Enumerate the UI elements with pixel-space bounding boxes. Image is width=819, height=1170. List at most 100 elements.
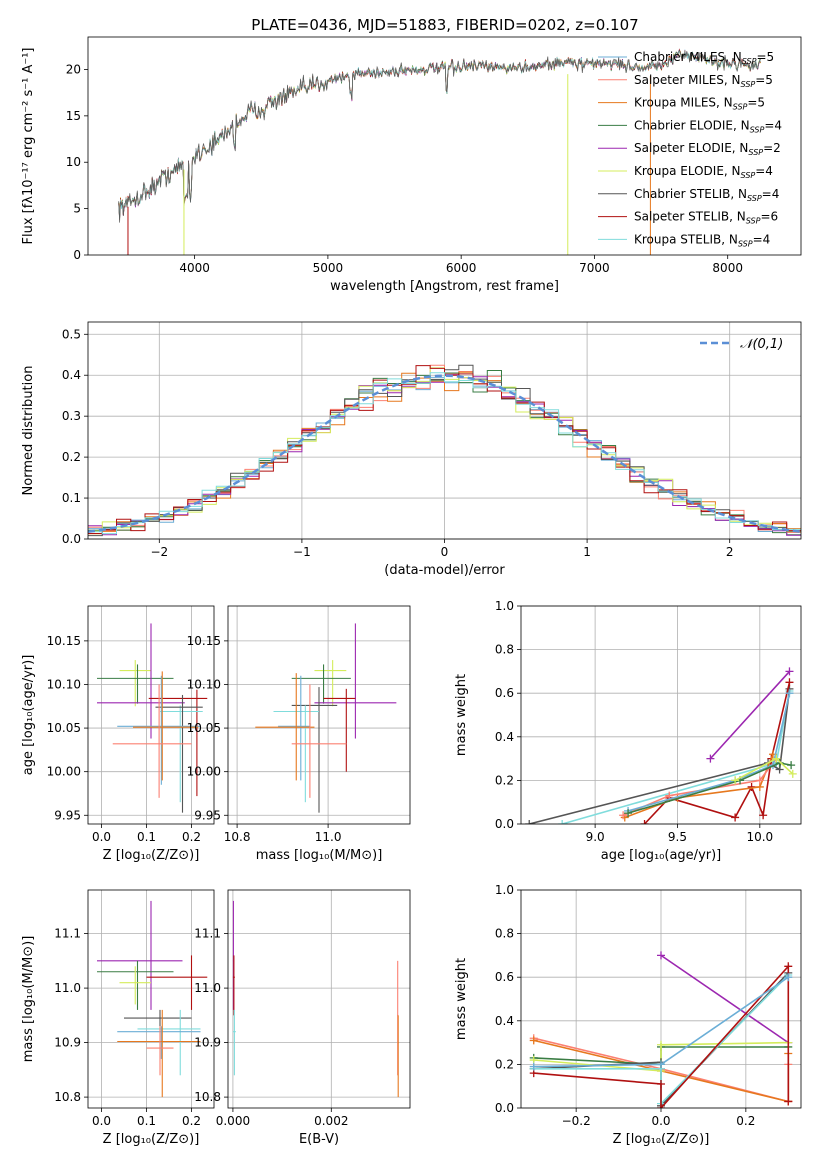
weight-marker-salpeter_stelib [731,813,740,822]
histogram-step-salpeter_stelib [88,365,801,534]
x-tick-label: −0.2 [562,1114,591,1128]
y-tick-label: 10.8 [194,1090,221,1104]
legend-entry-kroupa_elodie: Kroupa ELODIE, NSSP=4 [634,164,773,180]
y-tick-label: 10.15 [47,634,81,648]
chart-weight_vs_Z: −0.2 0.0 0.2 0.0 0.2 0.4 0.6 0.8 1.0 Z [log₁₀(Z/Z… [454,883,802,1147]
y-tick-label: 10.10 [47,677,81,691]
x-tick-label: 0.0 [651,1114,670,1128]
x-tick-label: 10.8 [224,830,251,844]
chart-mass_vs_Z: 0.0 0.1 0.2 10.8 10.9 11.0 11.1 Z [log₁₀(Z/Z⊙)]… [21,889,215,1147]
y-tick-label: 0.2 [495,773,514,787]
weight-marker-salpeter_elodie [706,754,715,763]
x-axis-label: wavelength [Angstrom, rest frame] [330,279,559,294]
x-tick-label: −1 [293,545,311,559]
weight-line-salpeter_stelib [533,964,790,1108]
weight-marker-kroupa_elodie [657,1040,665,1049]
y-tick-label: 0.6 [495,970,514,984]
x-axis-label: Z [log₁₀(Z/Z⊙)] [613,1132,710,1147]
x-tick-label: 0.2 [182,1114,201,1128]
y-tick-label: 10 [66,155,81,169]
weight-marker-chabrier_elodie [775,758,784,767]
legend-entry-chabrier_miles: Chabrier MILES, NSSP=5 [634,50,774,66]
y-axis-label: Normed distribution [21,366,36,496]
weight-line-chabrier_miles [627,693,791,812]
hist-legend: 𝒩(0,1) [700,337,783,352]
x-tick-label: 0.002 [314,1114,348,1128]
y-tick-label: 10.9 [54,1036,81,1050]
x-tick-label: 8000 [712,261,743,275]
weight-marker-kroupa_miles [529,1036,538,1045]
weight-marker-chabrier_elodie [624,809,633,818]
legend-entry-salpeter_elodie: Salpeter ELODIE, NSSP=2 [634,141,781,157]
x-tick-label: 0.000 [216,1114,250,1128]
axes-frame [520,605,802,825]
y-axis-label: mass [log₁₀(M/M⊙)] [21,936,36,1063]
axes-frame [87,321,802,540]
y-tick-label: 9.95 [194,808,221,822]
y-tick-label: 0.8 [495,927,514,941]
y-axis-label: age [log₁₀(age/yr)] [21,655,36,776]
legend-subscript: SSP [741,171,756,180]
x-tick-label: 5000 [313,261,344,275]
legend-label: Salpeter MILES, N [634,73,741,87]
legend-label: Salpeter STELIB, N [634,210,746,224]
weight-line-salpeter_elodie [709,670,791,760]
y-tick-label: 9.95 [54,808,81,822]
chart-age_vs_Z: 0.0 0.1 0.2 9.95 10.00 10.05 10.10 10.15 Z [log₁… [21,605,215,863]
legend-entry-kroupa_miles: Kroupa MILES, NSSP=5 [634,96,765,112]
x-tick-label: 2 [726,545,734,559]
legend-subscript: SSP [742,57,757,66]
plot-area [97,623,208,813]
x-axis-label: E(B-V) [299,1132,339,1147]
y-axis-label: mass weight [454,674,469,756]
legend-nssp: =4 [755,164,773,178]
weight-marker-kroupa_elodie [788,769,797,778]
axes-frame [227,605,411,825]
weight-marker-salpeter_miles [619,811,628,820]
x-tick-label: 9.0 [586,830,605,844]
x-axis-label: age [log₁₀(age/yr)] [601,848,722,863]
y-tick-label: 0.5 [62,327,81,341]
y-tick-label: 11.1 [54,927,81,941]
y-tick-label: 10.00 [187,765,221,779]
legend-label: Kroupa STELIB, N [634,232,738,246]
plot-area [255,623,397,813]
legend-label: Salpeter ELODIE, N [634,141,748,155]
y-tick-label: 11.0 [54,981,81,995]
gaussian-curve [88,374,801,534]
y-tick-label: 0.2 [62,450,81,464]
legend-entry-salpeter_stelib: Salpeter STELIB, NSSP=6 [634,210,778,226]
axes-frame [227,889,411,1109]
y-tick-label: 0.6 [495,686,514,700]
y-tick-label: 0.0 [495,1101,514,1115]
legend-subscript: SSP [738,239,753,248]
legend-label: Chabrier STELIB, N [634,187,747,201]
weight-marker-kroupa_elodie [731,776,740,785]
axes-frame [520,889,802,1109]
weight-marker-salpeter_stelib [657,1080,665,1089]
x-tick-label: 6000 [446,261,477,275]
y-tick-label: 10.05 [187,721,221,735]
x-tick-label: 0.2 [182,830,201,844]
spectrum-line-chabrier_stelib [118,49,761,223]
y-tick-label: 0.0 [62,532,81,546]
weight-line-kroupa_stelib [561,690,791,824]
legend-subscript: SSP [748,148,763,157]
legend-label: Chabrier ELODIE, N [634,118,750,132]
legend-entry-chabrier_elodie: Chabrier ELODIE, NSSP=4 [634,118,782,134]
y-tick-label: 10.00 [47,765,81,779]
y-tick-label: 0.1 [62,491,81,505]
weight-marker-kroupa_stelib [558,820,567,824]
chart-weight_vs_age: 9.0 9.5 10.0 0.0 0.2 0.4 0.6 0.8 1.0 age [log₁₀(a… [454,599,802,863]
weight-marker-salpeter_stelib [640,820,649,824]
legend-label: Chabrier MILES, N [634,50,742,64]
weight-marker-chabrier_miles [657,1060,665,1069]
x-tick-label: 9.5 [668,830,687,844]
y-tick-label: 5 [73,202,81,216]
chart-age_vs_mass: 10.8 11.0 9.95 10.00 10.05 10.10 10.15 mass [lo… [187,605,411,863]
legend-label: Kroupa ELODIE, N [634,164,741,178]
y-tick-label: 10.9 [194,1036,221,1050]
weight-marker-salpeter_stelib [784,1097,793,1106]
weight-marker-chabrier_miles [784,973,793,982]
